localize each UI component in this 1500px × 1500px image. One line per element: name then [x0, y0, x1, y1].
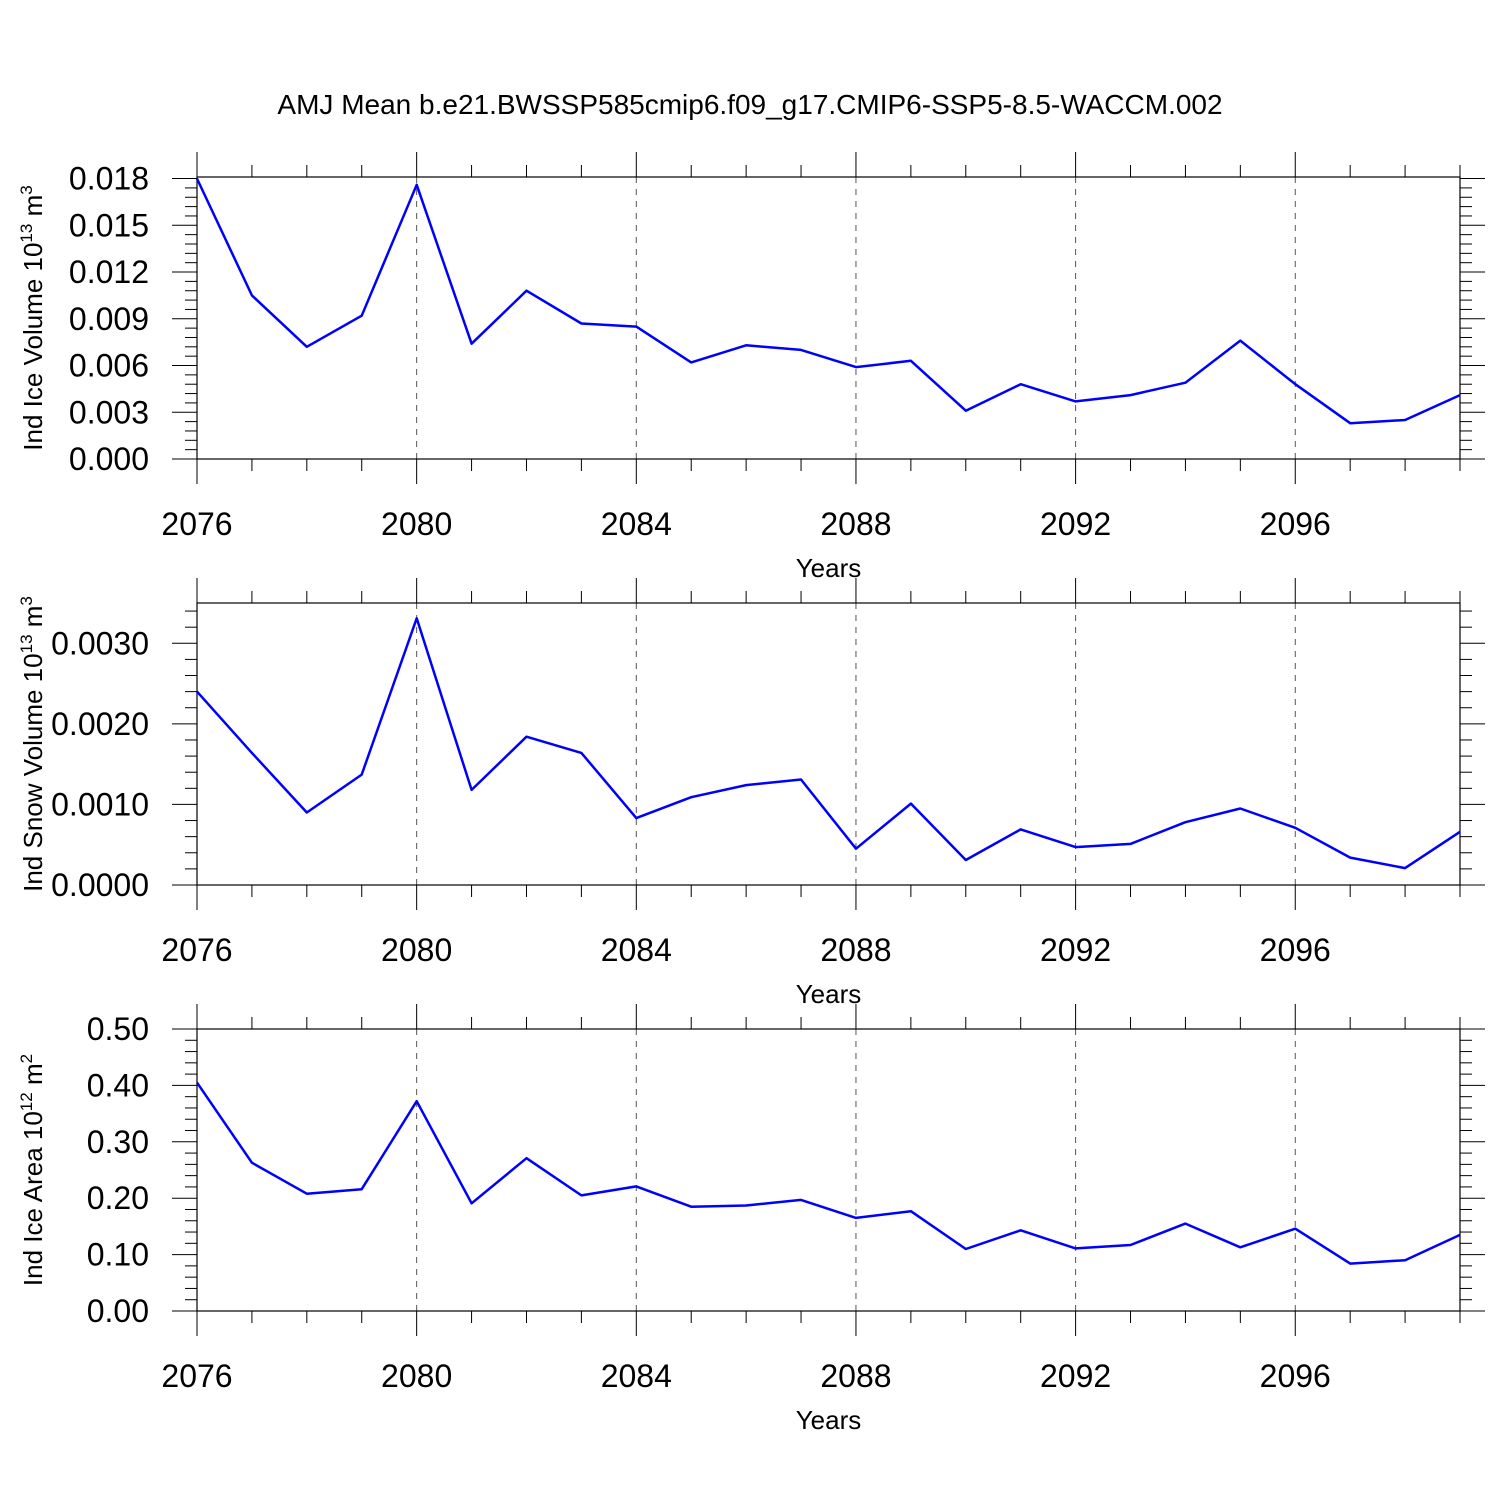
- y-axis-title-part: m: [18, 195, 48, 224]
- y-axis-title-part: Ind Ice Area 10: [18, 1111, 48, 1286]
- y-tick-label: 0.10: [87, 1237, 149, 1273]
- y-axis-title-superscript: 3: [17, 596, 36, 605]
- y-tick-label: 0.015: [69, 207, 149, 243]
- x-tick-label: 2076: [161, 1358, 232, 1394]
- plot-frame: [196, 176, 1461, 460]
- x-tick-label: 2096: [1260, 506, 1331, 542]
- x-tick-label: 2088: [820, 932, 891, 968]
- x-tick-label: 2088: [820, 1358, 891, 1394]
- y-axis-title: Ind Snow Volume 1013 m3: [17, 596, 48, 892]
- y-tick-label: 0.009: [69, 301, 149, 337]
- x-tick-label: 2092: [1040, 932, 1111, 968]
- x-axis-title: Years: [796, 553, 862, 583]
- y-axis-title-superscript: 2: [17, 1054, 36, 1063]
- y-axis-title-part: m: [18, 1063, 48, 1092]
- y-tick-label: 0.20: [87, 1180, 149, 1216]
- plot-frame: [196, 602, 1461, 886]
- y-axis-title: Ind Ice Volume 1013 m3: [17, 185, 48, 450]
- y-tick-label: 0.0020: [51, 706, 149, 742]
- x-tick-label: 2092: [1040, 506, 1111, 542]
- y-axis-title-superscript: 12: [17, 1092, 36, 1111]
- panel-ice-area: 0.00 0.10 0.20 0.30 0.40 0.50 2076 2080 2084 2088…: [17, 1004, 1485, 1435]
- y-tick-label: 0.000: [69, 441, 149, 477]
- x-tick-label: 2092: [1040, 1358, 1111, 1394]
- panel-ice-volume: 0.000 0.003 0.006 0.009 0.012 0.015 0.018 2076 2…: [17, 152, 1485, 583]
- y-axis-title-superscript: 3: [17, 185, 36, 194]
- y-axis-title-part: Ind Snow Volume 10: [18, 653, 48, 892]
- x-tick-label: 2084: [601, 1358, 672, 1394]
- y-tick-label: 0.0030: [51, 625, 149, 661]
- data-line-snow-volume: [196, 617, 1461, 870]
- x-tick-label: 2080: [381, 932, 452, 968]
- chart-title: AMJ Mean b.e21.BWSSP585cmip6.f09_g17.CMI…: [277, 89, 1222, 120]
- x-tick-label: 2084: [601, 506, 672, 542]
- y-tick-label: 0.003: [69, 394, 149, 430]
- y-axis-title-part: Ind Ice Volume 10: [18, 243, 48, 451]
- x-tick-label: 2076: [161, 932, 232, 968]
- y-axis-title-superscript: 13: [17, 634, 36, 653]
- x-tick-label: 2096: [1260, 1358, 1331, 1394]
- y-tick-label: 0.40: [87, 1067, 149, 1103]
- panel-snow-volume: 0.0000 0.0010 0.0020 0.0030 2076 2080 2084 2088…: [17, 578, 1485, 1009]
- y-tick-label: 0.00: [87, 1293, 149, 1329]
- x-axis-title: Years: [796, 1405, 862, 1435]
- y-tick-label: 0.006: [69, 348, 149, 384]
- plot-frame: [196, 1028, 1461, 1312]
- x-tick-label: 2084: [601, 932, 672, 968]
- y-axis-title-part: m: [18, 606, 48, 635]
- x-tick-label: 2096: [1260, 932, 1331, 968]
- x-tick-label: 2080: [381, 1358, 452, 1394]
- y-tick-label: 0.0010: [51, 786, 149, 822]
- y-tick-label: 0.30: [87, 1124, 149, 1160]
- x-tick-label: 2080: [381, 506, 452, 542]
- data-line-ice-volume: [195, 178, 1461, 425]
- data-line-ice-area: [195, 1081, 1461, 1265]
- y-axis-title: Ind Ice Area 1012 m2: [17, 1054, 48, 1286]
- y-tick-label: 0.50: [87, 1011, 149, 1047]
- y-tick-label: 0.018: [69, 161, 149, 197]
- x-tick-label: 2088: [820, 506, 891, 542]
- y-axis-title-superscript: 13: [17, 224, 36, 243]
- x-axis-title: Years: [796, 979, 862, 1009]
- x-tick-label: 2076: [161, 506, 232, 542]
- y-tick-label: 0.0000: [51, 867, 149, 903]
- y-tick-label: 0.012: [69, 254, 149, 290]
